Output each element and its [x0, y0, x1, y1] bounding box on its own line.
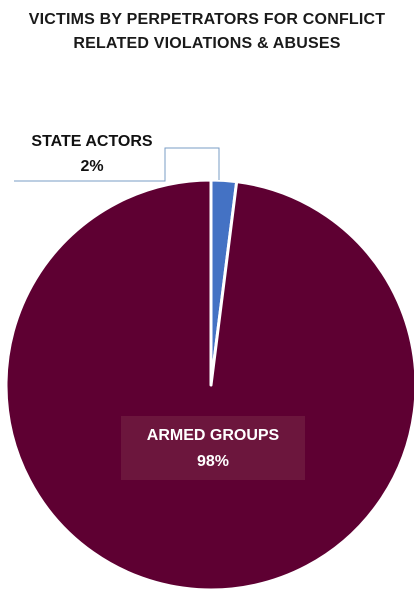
pie-slices: [4, 178, 414, 590]
armed-groups-label: ARMED GROUPS: [147, 427, 280, 444]
state-actors-leader-line: [14, 147, 220, 182]
state-actors-label: STATE ACTORS: [31, 133, 153, 150]
pie-slice-armed-groups: [4, 178, 414, 590]
armed-groups-label-box: [121, 416, 305, 480]
armed-groups-value: 98%: [197, 453, 229, 470]
chart-title: VICTIMS BY PERPETRATORS FOR CONFLICT REL…: [28, 11, 386, 52]
state-actors-value: 2%: [80, 158, 103, 175]
